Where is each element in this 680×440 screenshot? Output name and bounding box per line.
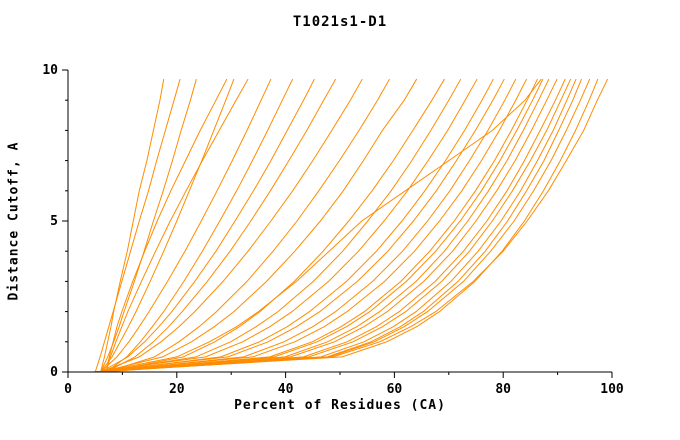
model-curve: [100, 78, 550, 373]
y-tick-label: 5: [50, 214, 58, 229]
model-curve: [100, 78, 542, 373]
x-tick-label: 40: [278, 382, 294, 397]
model-curve: [95, 78, 505, 373]
model-curve: [95, 78, 582, 373]
x-axis-label: Percent of Residues (CA): [234, 398, 446, 413]
model-curve: [100, 78, 418, 373]
model-curve: [95, 78, 528, 373]
model-curve: [105, 78, 228, 373]
model-curve: [100, 78, 272, 373]
model-curve: [95, 78, 544, 373]
model-curve: [100, 78, 315, 373]
model-curve: [95, 78, 572, 373]
chart-title: T1021s1-D1: [292, 14, 388, 30]
model-curve: [105, 78, 337, 373]
model-curve: [100, 78, 517, 373]
model-curve: [95, 78, 558, 373]
model-curve: [94, 78, 181, 373]
x-tick-label: 100: [600, 382, 624, 397]
x-tick-label: 60: [387, 382, 403, 397]
model-curve: [92, 78, 591, 373]
model-curve: [100, 78, 462, 373]
model-curve: [100, 78, 197, 373]
x-tick-label: 20: [169, 382, 185, 397]
model-curve: [105, 78, 294, 373]
model-curve: [100, 78, 494, 373]
y-tick-label: 10: [42, 63, 58, 78]
model-curve: [105, 78, 445, 373]
model-curve: [100, 78, 538, 373]
model-curve: [95, 78, 478, 373]
model-curve: [100, 78, 235, 373]
model-curve: [100, 78, 165, 373]
x-tick-label: 0: [64, 382, 72, 397]
model-curve: [100, 78, 566, 373]
model-curve: [105, 78, 390, 373]
y-tick-label: 0: [50, 365, 58, 380]
model-curve: [95, 78, 609, 373]
model-curve: [105, 78, 249, 373]
model-curve: [100, 78, 577, 373]
model-curve: [100, 78, 363, 373]
x-tick-label: 80: [495, 382, 511, 397]
model-curve: [95, 78, 599, 373]
